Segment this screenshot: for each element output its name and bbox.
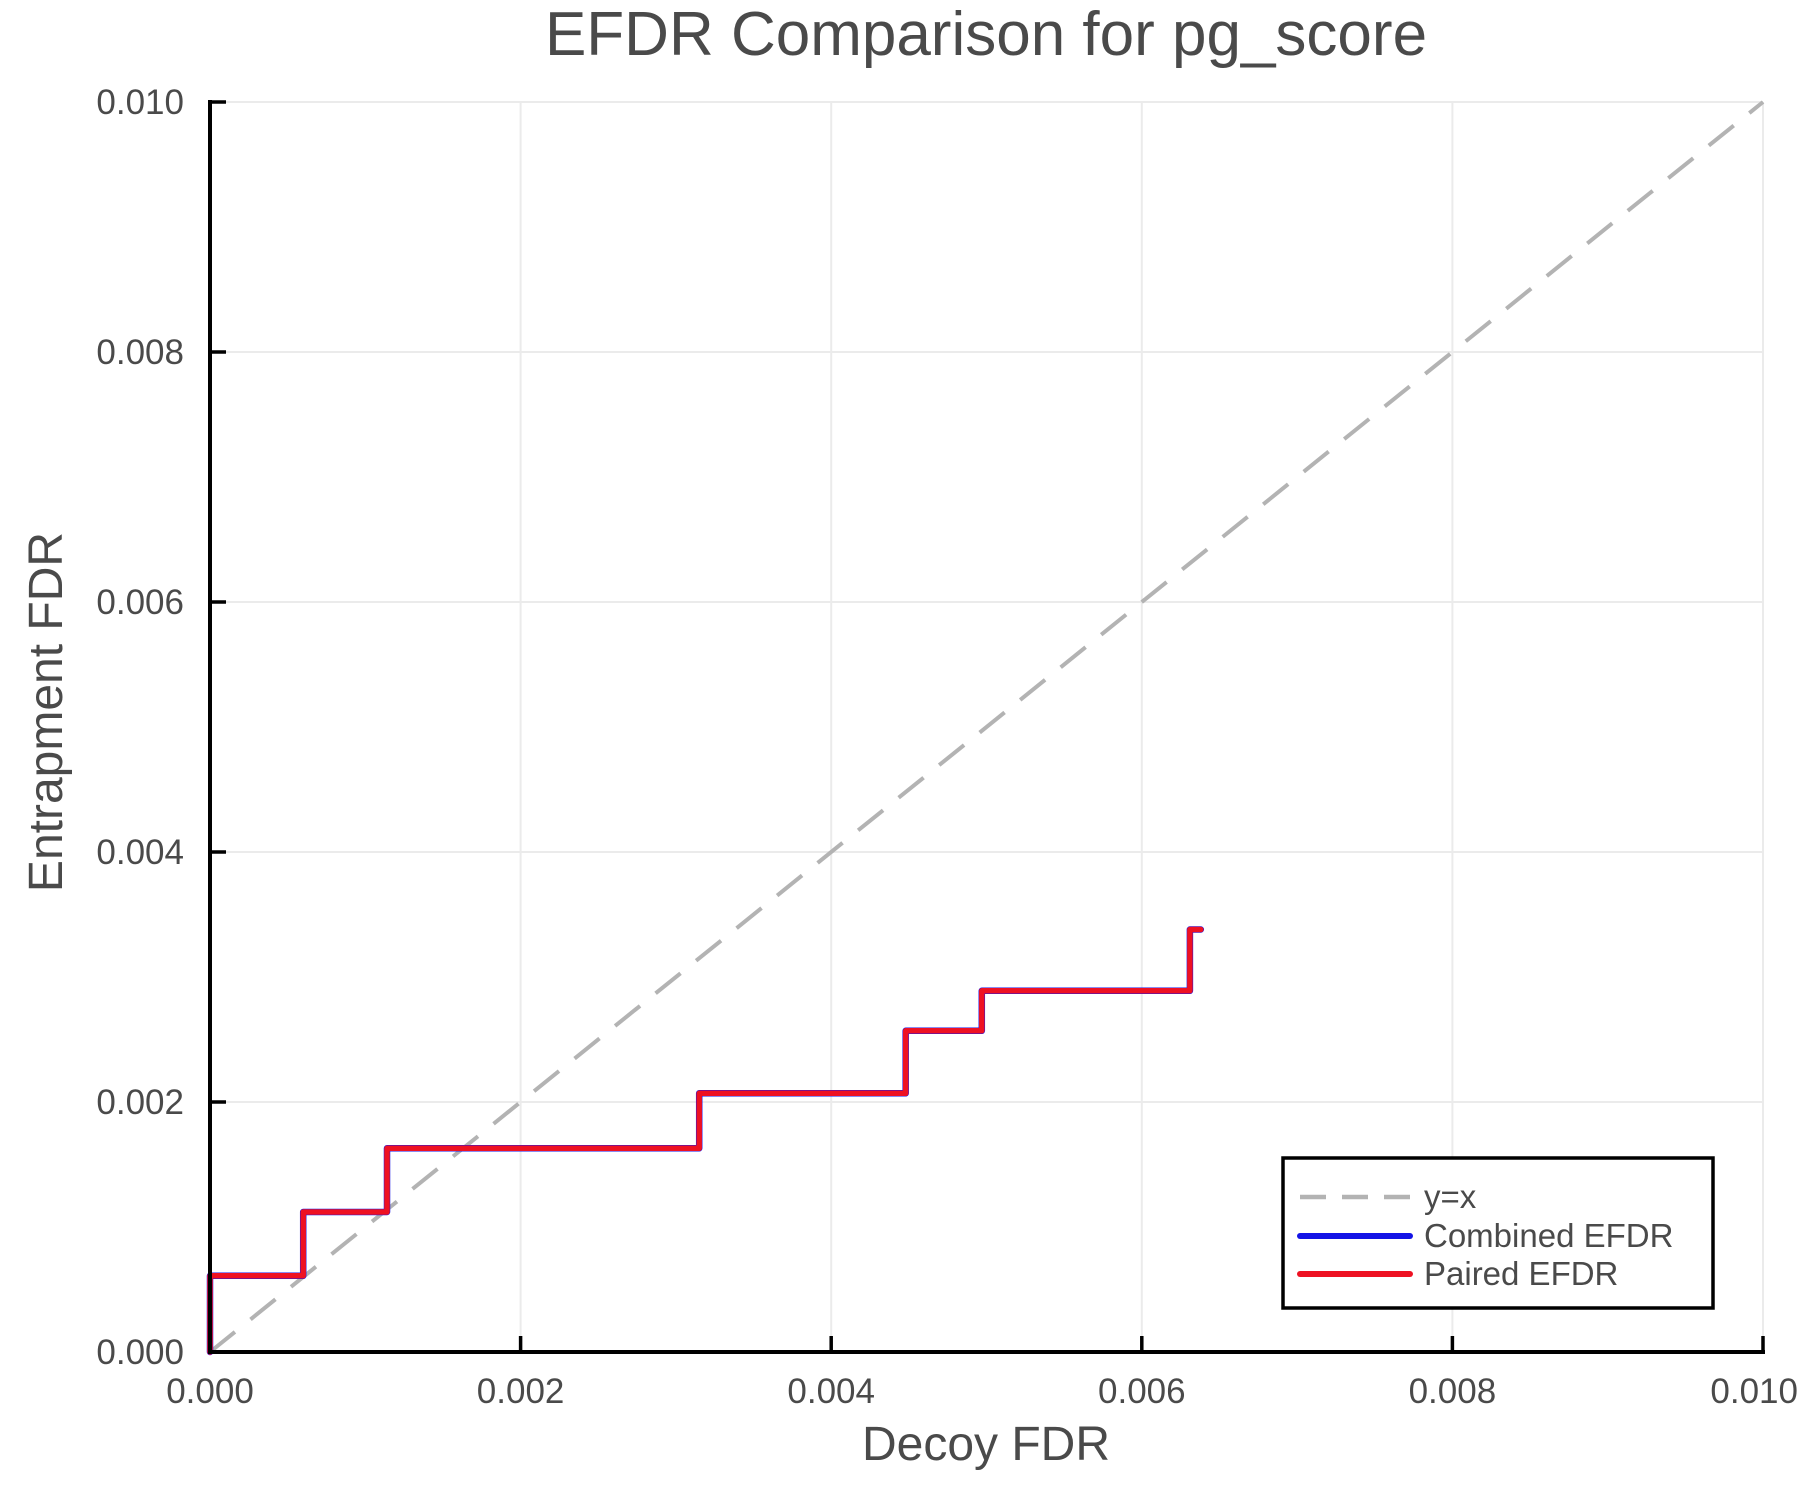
y-tick-label-0.002: 0.002 [96, 1083, 184, 1122]
y-axis-label: Entrapment FDR [20, 532, 73, 892]
y-tick-label-0.008: 0.008 [96, 333, 184, 372]
paired-efdr-line [207, 926, 1204, 1355]
y-tick-label-0.004: 0.004 [96, 833, 184, 872]
legend: y=x Combined EFDR Paired EFDR [1281, 1156, 1715, 1310]
x-tick-label-0.002: 0.002 [477, 1372, 565, 1411]
legend-label-paired: Paired EFDR [1424, 1255, 1618, 1292]
y-tick-label-0.010: 0.010 [96, 83, 184, 122]
x-tick-labels: 0.000 0.002 0.004 0.006 0.008 0.010 [166, 1372, 1798, 1411]
legend-entry-identity: y=x [1300, 1178, 1477, 1215]
x-tick-label-0.010: 0.010 [1710, 1372, 1798, 1411]
legend-entry-paired: Paired EFDR [1297, 1255, 1618, 1292]
chart-title: EFDR Comparison for pg_score [545, 0, 1427, 69]
x-tick-label-0.006: 0.006 [1098, 1372, 1186, 1411]
tick-marks [208, 100, 1765, 1354]
x-tick-label-0.000: 0.000 [166, 1372, 254, 1411]
x-tick-label-0.004: 0.004 [787, 1372, 875, 1411]
x-tick-label-0.008: 0.008 [1409, 1372, 1497, 1411]
x-axis-label: Decoy FDR [862, 1418, 1110, 1471]
axis-spines [208, 100, 1765, 1354]
legend-label-combined: Combined EFDR [1424, 1217, 1673, 1254]
legend-label-identity: y=x [1424, 1178, 1477, 1215]
gridlines [210, 101, 1764, 1352]
legend-entry-combined: Combined EFDR [1297, 1217, 1673, 1254]
identity-line [208, 100, 1765, 1354]
y-tick-label-0.000: 0.000 [96, 1333, 184, 1372]
y-tick-labels: 0.000 0.002 0.004 0.006 0.008 0.010 [96, 83, 184, 1372]
y-tick-label-0.006: 0.006 [96, 583, 184, 622]
